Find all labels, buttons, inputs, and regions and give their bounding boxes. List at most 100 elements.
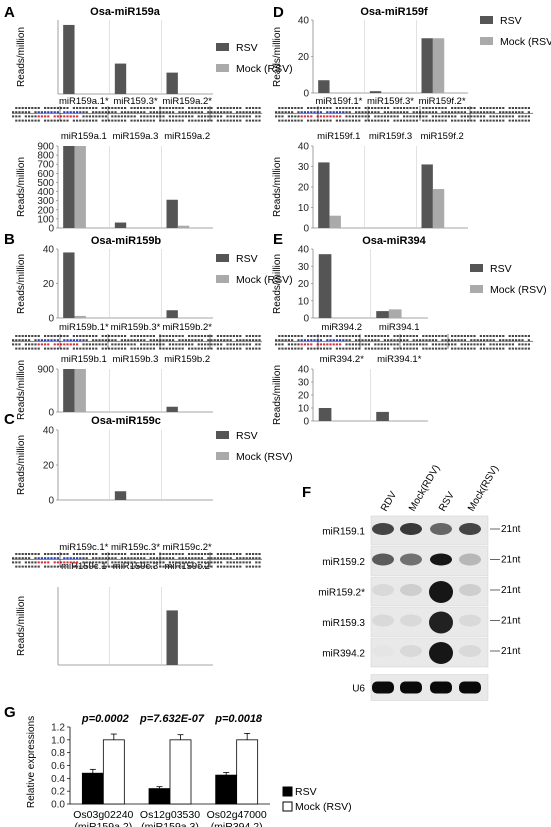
sequence-glyph xyxy=(499,107,502,109)
sequence-glyph xyxy=(310,335,313,337)
sequence-glyph xyxy=(50,119,53,122)
sequence-glyph xyxy=(56,115,59,118)
sequence-glyph xyxy=(156,115,159,118)
sequence-glyph xyxy=(284,111,287,114)
sequence-glyph xyxy=(438,107,441,109)
sequence-glyph xyxy=(124,561,127,564)
sequence-glyph xyxy=(181,561,184,564)
sequence-glyph xyxy=(63,339,66,342)
sequence-glyph xyxy=(252,119,255,122)
sequence-glyph xyxy=(149,565,152,568)
sequence-glyph xyxy=(422,335,425,337)
sequence-glyph xyxy=(473,347,476,350)
sequence-glyph xyxy=(31,553,34,555)
sequence-glyph xyxy=(355,347,358,350)
sequence-glyph xyxy=(364,107,367,109)
sequence-glyph xyxy=(85,557,88,560)
sequence-glyph xyxy=(470,347,473,350)
panel-label-d: D xyxy=(273,4,284,21)
sequence-glyph xyxy=(502,347,505,350)
sequence-glyph xyxy=(380,115,383,118)
sequence-glyph xyxy=(232,565,235,568)
sequence-glyph xyxy=(108,565,111,568)
sequence-glyph xyxy=(460,107,463,109)
sequence-glyph xyxy=(56,347,59,350)
sequence-glyph xyxy=(403,343,406,346)
sequence-glyph xyxy=(149,557,152,560)
sequence-glyph xyxy=(92,339,95,342)
sequence-glyph xyxy=(133,339,136,342)
y-tick-label: 0 xyxy=(48,224,54,235)
sequence-glyph xyxy=(44,335,47,337)
panel-label-e: E xyxy=(273,231,283,248)
sequence-glyph xyxy=(371,111,374,114)
sequence-glyph xyxy=(345,111,348,114)
band xyxy=(459,614,481,627)
sequence-glyph xyxy=(226,561,229,564)
sequence-glyph xyxy=(428,107,431,109)
sequence-glyph xyxy=(204,107,207,109)
sequence-glyph xyxy=(98,115,101,118)
sequence-glyph xyxy=(310,107,313,109)
sequence-glyph xyxy=(168,557,171,560)
sequence-glyph xyxy=(441,119,444,122)
sequence-glyph xyxy=(213,339,216,342)
sequence-glyph xyxy=(291,119,294,122)
sequence-glyph xyxy=(220,115,223,118)
sequence-glyph xyxy=(98,561,101,564)
sequence-glyph xyxy=(82,339,85,342)
sequence-glyph xyxy=(200,115,203,118)
sequence-glyph xyxy=(133,107,136,109)
sequence-glyph xyxy=(521,343,524,346)
sequence-glyph xyxy=(220,339,223,342)
sequence-glyph xyxy=(479,107,482,109)
sequence-glyph xyxy=(178,119,181,122)
sequence-glyph xyxy=(236,339,239,342)
sequence-glyph xyxy=(284,107,287,109)
sequence-glyph xyxy=(252,347,255,350)
sequence-glyph xyxy=(229,335,232,337)
sequence-glyph xyxy=(47,115,50,118)
sequence-glyph xyxy=(184,557,187,560)
sequence-glyph xyxy=(191,553,194,555)
sequence-glyph xyxy=(345,119,348,122)
sequence-glyph xyxy=(483,115,486,118)
sequence-glyph xyxy=(403,347,406,350)
sequence-glyph xyxy=(355,339,358,342)
sequence-glyph xyxy=(146,347,149,350)
sequence-glyph xyxy=(156,561,159,564)
sequence-glyph xyxy=(197,553,200,555)
sequence-glyph xyxy=(515,119,518,122)
sequence-glyph xyxy=(396,115,399,118)
sequence-glyph xyxy=(88,347,91,350)
bar-rsv xyxy=(63,24,75,94)
sequence-glyph xyxy=(319,111,322,114)
sequence-glyph xyxy=(143,115,146,118)
sequence-glyph xyxy=(431,111,434,114)
sequence-glyph xyxy=(351,115,354,118)
sequence-glyph xyxy=(50,107,53,109)
sequence-glyph xyxy=(72,347,75,350)
sequence-glyph xyxy=(479,111,482,114)
sequence-glyph xyxy=(278,111,281,114)
sequence-glyph xyxy=(92,553,95,555)
sequence-glyph xyxy=(95,553,98,555)
sequence-glyph xyxy=(120,561,123,564)
sequence-glyph xyxy=(120,115,123,118)
hairpin-mir159f xyxy=(275,106,533,122)
bar-rsv xyxy=(166,72,178,94)
sequence-glyph xyxy=(111,343,114,346)
sequence-glyph xyxy=(460,335,463,337)
sequence-glyph xyxy=(229,561,232,564)
sequence-glyph xyxy=(335,343,338,346)
sequence-glyph xyxy=(152,339,155,342)
sequence-glyph xyxy=(252,111,255,114)
sequence-glyph xyxy=(194,111,197,114)
sequence-glyph xyxy=(300,111,303,114)
sequence-glyph xyxy=(297,343,300,346)
sequence-glyph xyxy=(441,107,444,109)
sequence-glyph xyxy=(168,119,171,122)
title-osa-mir159a: Osa-miR159a xyxy=(90,6,161,18)
